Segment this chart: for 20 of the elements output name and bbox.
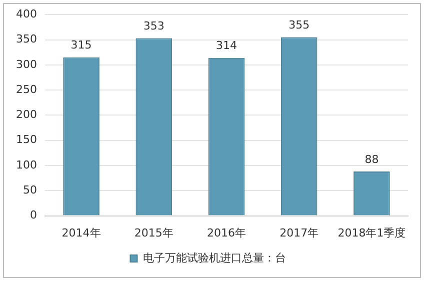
x-tick-label: 2014年 xyxy=(62,226,101,240)
y-tick-label: 50 xyxy=(22,184,37,197)
y-tick-label: 300 xyxy=(16,58,37,71)
data-label: 314 xyxy=(216,39,237,52)
y-tick-label: 400 xyxy=(16,7,37,20)
y-tick-label: 100 xyxy=(16,158,37,172)
y-tick-label: 150 xyxy=(16,133,37,146)
data-label: 353 xyxy=(143,20,164,33)
x-tick-label: 2015年 xyxy=(134,226,174,240)
y-tick-label: 250 xyxy=(16,82,37,96)
y-tick-label: 200 xyxy=(16,108,37,122)
x-tick-label: 2018年1季度 xyxy=(338,226,406,240)
x-tick-label: 2017年 xyxy=(280,226,319,240)
x-tick-label: 2016年 xyxy=(207,226,246,240)
data-label: 315 xyxy=(70,38,92,52)
y-tick-label: 350 xyxy=(16,32,37,46)
data-label: 355 xyxy=(288,18,310,32)
y-tick-label: 0 xyxy=(30,208,37,222)
data-label: 88 xyxy=(364,152,379,166)
legend-label: 电子万能试验机进口总量：台 xyxy=(142,251,286,264)
